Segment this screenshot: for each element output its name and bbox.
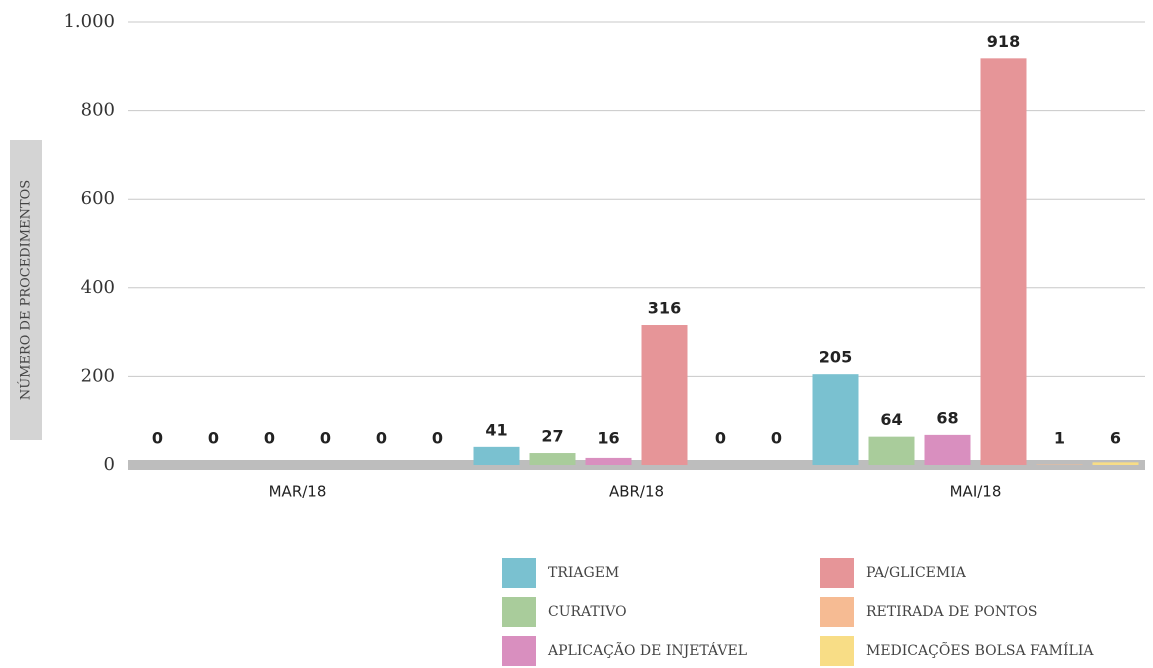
- legend-swatch: [502, 558, 536, 588]
- y-tick-label: 400: [81, 277, 115, 298]
- x-tick-label: ABR/18: [609, 483, 664, 501]
- y-tick-label: 200: [81, 365, 115, 386]
- value-label: 0: [208, 429, 219, 448]
- value-label: 68: [936, 408, 958, 427]
- bar: [980, 58, 1027, 466]
- legend-swatch: [502, 636, 536, 666]
- value-label: 27: [541, 427, 563, 446]
- y-tick-label: 1.000: [63, 11, 115, 32]
- x-tick-label: MAR/18: [269, 483, 327, 501]
- legend-swatch: [820, 597, 854, 627]
- x-tick-label: MAI/18: [950, 483, 1002, 501]
- legend-label: APLICAÇÃO DE INJETÁVEL: [547, 641, 747, 659]
- value-label: 0: [320, 429, 331, 448]
- bar: [868, 436, 915, 465]
- value-label: 64: [880, 410, 902, 429]
- value-label: 0: [771, 429, 782, 448]
- bar: [641, 325, 688, 465]
- legend-swatch: [820, 636, 854, 666]
- y-tick-label: 0: [104, 454, 115, 475]
- legend-label: TRIAGEM: [548, 565, 619, 581]
- legend-label: PA/GLICEMIA: [866, 565, 967, 581]
- value-label: 0: [432, 429, 443, 448]
- bar: [1092, 462, 1139, 465]
- value-label: 0: [152, 429, 163, 448]
- y-tick-label: 600: [81, 188, 115, 209]
- value-label: 205: [819, 348, 852, 367]
- y-tick-label: 800: [81, 100, 115, 121]
- value-label: 918: [987, 32, 1020, 51]
- y-axis-label: NÚMERO DE PROCEDIMENTOS: [17, 180, 34, 400]
- value-label: 0: [715, 429, 726, 448]
- legend-label: RETIRADA DE PONTOS: [866, 604, 1038, 620]
- legend-label: CURATIVO: [548, 604, 627, 620]
- value-label: 0: [264, 429, 275, 448]
- y-label-box: [10, 140, 42, 440]
- value-label: 1: [1054, 429, 1065, 448]
- bar: [473, 446, 520, 465]
- bar: [529, 453, 576, 465]
- legend-label: MEDICAÇÕES BOLSA FAMÍLIA: [866, 641, 1094, 659]
- bar: [585, 457, 632, 465]
- legend-swatch: [502, 597, 536, 627]
- value-label: 6: [1110, 429, 1121, 448]
- value-label: 41: [485, 420, 507, 439]
- bar: [924, 434, 971, 465]
- value-label: 16: [597, 429, 619, 448]
- value-label: 316: [648, 299, 681, 318]
- value-label: 0: [376, 429, 387, 448]
- bar: [812, 374, 859, 465]
- legend-swatch: [820, 558, 854, 588]
- baseline: [128, 460, 1145, 470]
